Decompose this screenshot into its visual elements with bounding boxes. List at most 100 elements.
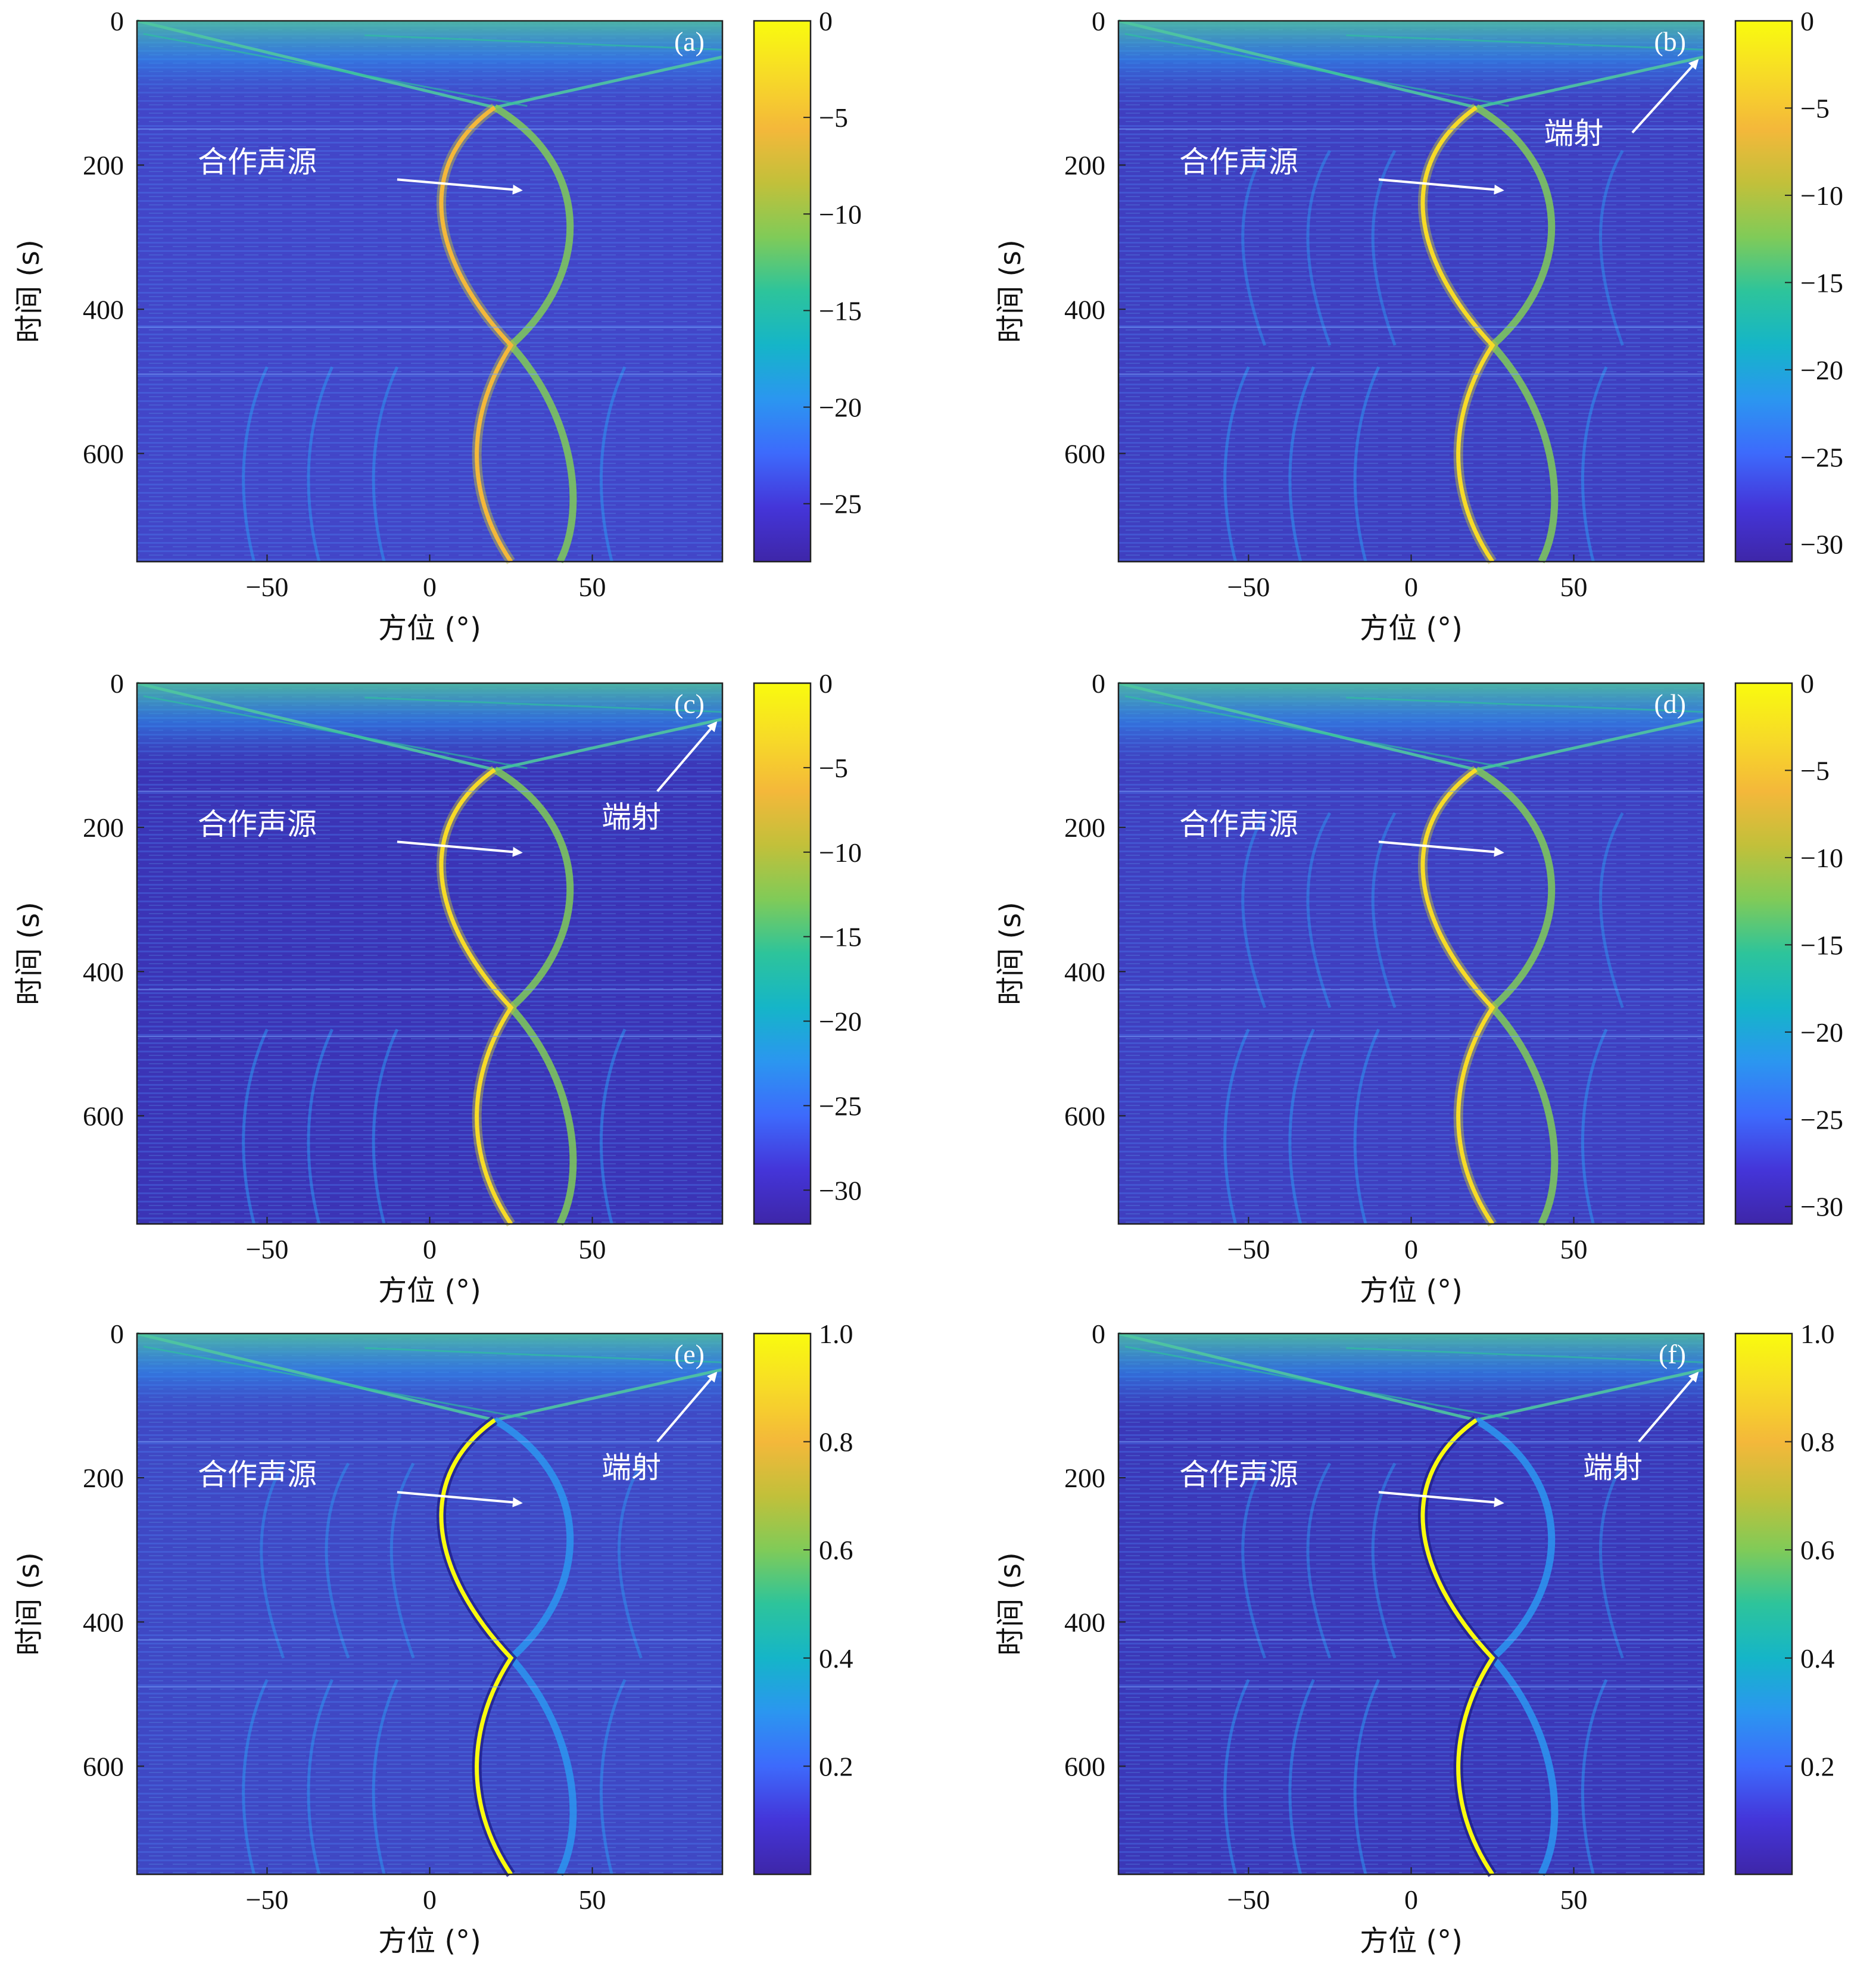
sidelobe-track [1306, 1462, 1332, 1659]
endfire-annotation: 端射 [602, 1450, 661, 1485]
source-arrow [1378, 840, 1504, 857]
panel-label: (b) [1654, 26, 1686, 57]
sidelobe-track [1353, 1029, 1380, 1225]
sidelobe-track [307, 366, 334, 562]
sidelobe-track [242, 1029, 269, 1225]
source-arrow [397, 1491, 523, 1507]
panel-a: −50 0 50 0 200 400 600 方位 (°) 时间 (s) (a) 合作声源 0 −5 −1… [13, 6, 862, 645]
y-tick-label: 200 [1064, 150, 1105, 180]
sidelobe-track [1288, 1679, 1315, 1875]
source-annotation: 合作声源 [198, 145, 317, 179]
x-axis-label: 方位 (°) [1360, 1274, 1463, 1307]
colorbar [753, 682, 812, 1225]
source-track [439, 1418, 514, 1876]
x-axis-label: 方位 (°) [378, 1274, 481, 1307]
sidelobe-track [1353, 1679, 1380, 1875]
colorbar-tick-label: 0 [819, 6, 833, 36]
x-tick-label: 0 [423, 572, 437, 602]
colorbar-tick-label: −20 [1800, 355, 1843, 385]
secondary-track [1124, 695, 1704, 770]
secondary-track [1124, 33, 1704, 107]
y-tick-label: 600 [83, 1101, 124, 1131]
colorbar-tick-label: 0 [1800, 6, 1814, 36]
y-tick-label: 600 [1064, 1751, 1105, 1781]
y-tick-label: 400 [1064, 294, 1105, 325]
x-tick-label: −50 [1227, 1884, 1270, 1915]
colorbar-tick-label: −5 [1800, 93, 1830, 123]
x-tick-label: 0 [423, 1234, 437, 1264]
x-tick-label: 0 [1404, 1884, 1418, 1915]
x-tick-label: −50 [245, 1234, 288, 1264]
endfire-annotation: 端射 [1583, 1450, 1643, 1485]
sidelobe-track [599, 1029, 627, 1225]
colorbar-tick-label: −15 [1800, 930, 1843, 960]
x-axis-label: 方位 (°) [378, 612, 481, 645]
source-annotation: 合作声源 [198, 1457, 317, 1492]
colorbar [1734, 1332, 1793, 1876]
endfire-arrow [656, 721, 718, 792]
y-tick-label: 400 [83, 957, 124, 987]
colorbar-tick-label: −15 [1800, 267, 1843, 298]
sidelobe-track [1581, 366, 1608, 562]
colorbar-tick-label: −20 [819, 392, 862, 423]
sidelobe-track [242, 1679, 269, 1875]
mirror-track [493, 767, 577, 1226]
colorbar [1734, 20, 1793, 563]
source-track [1420, 1418, 1495, 1876]
x-tick-label: 50 [1560, 1884, 1588, 1915]
colorbar-tick-label: −20 [1800, 1017, 1843, 1048]
source-track [439, 105, 514, 563]
colorbar-tick-label: −20 [819, 1007, 862, 1037]
colorbar-tick-label: 1.0 [819, 1319, 853, 1349]
mirror-track [1474, 1417, 1559, 1876]
y-tick-label: 400 [1064, 957, 1105, 987]
x-tick-label: 0 [423, 1884, 437, 1915]
secondary-track [1124, 1345, 1704, 1420]
y-axis-label: 时间 (s) [13, 1552, 46, 1656]
heatmap-near-field [137, 21, 722, 110]
y-tick-label: 200 [1064, 1463, 1105, 1493]
y-axis-label: 时间 (s) [13, 239, 46, 343]
y-axis-label: 时间 (s) [994, 1552, 1027, 1656]
sidelobe-track [1241, 812, 1267, 1008]
source-annotation: 合作声源 [1179, 1457, 1298, 1492]
panel-b: −50 0 50 0 200 400 600 方位 (°) 时间 (s) (b) 合作声源 端射 0 −5… [994, 6, 1843, 645]
colorbar-tick-label: −5 [819, 753, 848, 783]
sidelobe-track [1371, 812, 1397, 1008]
source-arrow [397, 840, 523, 857]
sidelobe-track [372, 1679, 399, 1875]
colorbar-tick-label: −10 [819, 837, 862, 868]
source-track [439, 768, 514, 1225]
colorbar-tick-label: 0.2 [819, 1751, 853, 1781]
x-tick-label: 50 [579, 572, 606, 602]
y-tick-label: 200 [1064, 812, 1105, 843]
x-tick-label: 50 [1560, 1234, 1588, 1264]
colorbar-tick-label: −10 [1800, 180, 1843, 211]
sidelobe-track [1288, 1029, 1315, 1225]
heatmap-near-field [137, 1334, 722, 1423]
colorbar-tick-label: 0.4 [1800, 1643, 1835, 1674]
y-tick-label: 0 [1092, 1319, 1105, 1349]
colorbar-tick-label: 0.2 [1800, 1751, 1835, 1781]
colorbar-tick-label: 0.4 [819, 1643, 853, 1674]
y-tick-label: 400 [1064, 1607, 1105, 1637]
mirror-track [1474, 767, 1559, 1226]
mirror-track [493, 104, 577, 563]
secondary-track [143, 1345, 723, 1420]
colorbar-tick-label: −10 [1800, 843, 1843, 873]
colorbar-tick-label: −5 [1800, 755, 1830, 786]
endfire-arrow [1638, 1372, 1699, 1443]
panel-d: −50 0 50 0 200 400 600 方位 (°) 时间 (s) (d) 合作声源 0 −5 −1… [994, 668, 1843, 1307]
y-tick-label: 0 [1092, 668, 1105, 699]
panel-label: (f) [1659, 1339, 1686, 1369]
y-tick-label: 600 [83, 438, 124, 469]
colorbar-tick-label: 0 [1800, 668, 1814, 699]
colorbar-tick-label: −30 [819, 1175, 862, 1205]
colorbar-tick-label: −15 [819, 922, 862, 952]
secondary-track [143, 33, 723, 107]
sidelobe-track [1353, 366, 1380, 562]
secondary-track [143, 695, 723, 770]
endfire-annotation: 端射 [1544, 116, 1604, 151]
sidelobe-track [1371, 1462, 1397, 1659]
